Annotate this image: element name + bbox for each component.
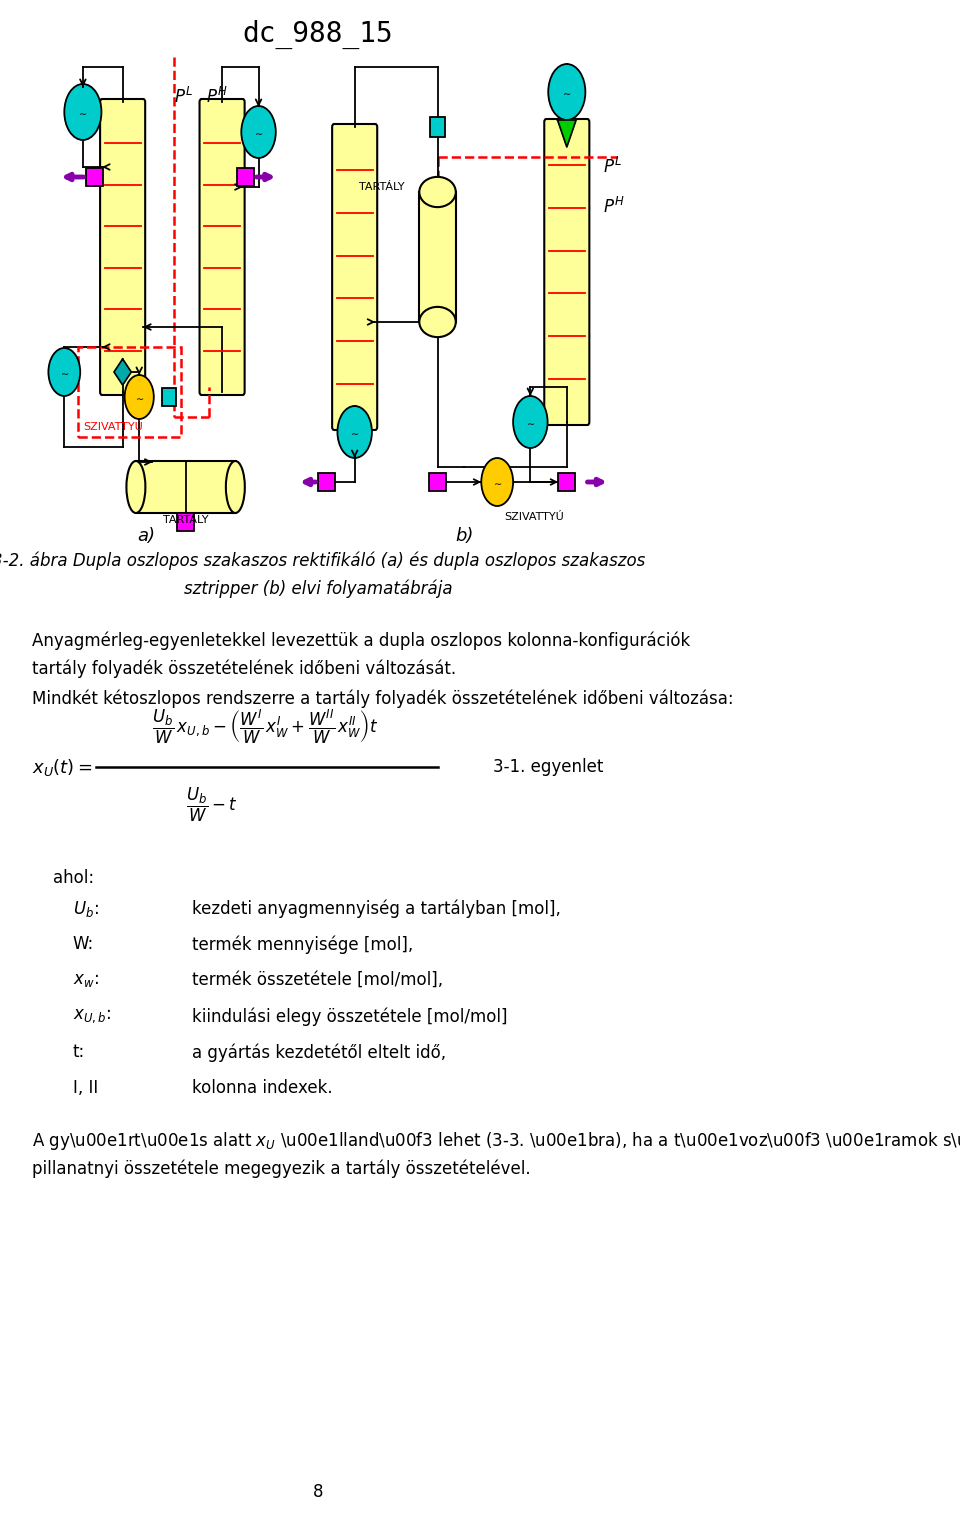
Ellipse shape [226, 461, 245, 513]
Text: ahol:: ahol: [53, 869, 94, 887]
Circle shape [548, 64, 586, 121]
Bar [161, 388, 177, 406]
Text: $P^L$: $P^L$ [603, 157, 622, 177]
Text: TARTÁLY: TARTÁLY [359, 182, 404, 192]
Circle shape [513, 395, 547, 447]
Text: $\sim$: $\sim$ [349, 428, 360, 437]
Text: $\sim$: $\sim$ [525, 417, 536, 428]
FancyBboxPatch shape [100, 99, 145, 395]
Bar [78, 347, 181, 437]
FancyBboxPatch shape [332, 124, 377, 431]
Bar [237, 168, 253, 186]
Text: kiindulási elegy összetétele [mol/mol]: kiindulási elegy összetétele [mol/mol] [192, 1006, 508, 1026]
Ellipse shape [127, 461, 145, 513]
Text: $P^H$: $P^H$ [603, 197, 625, 217]
Text: $x_U(t) =$: $x_U(t) =$ [32, 756, 92, 777]
Text: $\dfrac{U_b}{W} - t$: $\dfrac{U_b}{W} - t$ [186, 786, 238, 825]
Polygon shape [114, 359, 132, 385]
Ellipse shape [420, 177, 456, 208]
Text: W:: W: [73, 935, 94, 953]
Text: $\sim$: $\sim$ [492, 476, 503, 487]
Text: 8: 8 [313, 1483, 324, 1501]
Text: kezdeti anyagmennyiség a tartályban [mol],: kezdeti anyagmennyiség a tartályban [mol… [192, 899, 562, 918]
FancyBboxPatch shape [200, 99, 245, 395]
Ellipse shape [420, 307, 456, 337]
Text: pillanatnyi összetétele megegyezik a tartály összetételével.: pillanatnyi összetétele megegyezik a tar… [32, 1161, 531, 1179]
Text: $U_b$:: $U_b$: [73, 899, 99, 919]
Circle shape [241, 105, 276, 157]
Text: I, II: I, II [73, 1080, 98, 1096]
Text: $\sim$: $\sim$ [253, 127, 264, 137]
Text: termék összetétele [mol/mol],: termék összetétele [mol/mol], [192, 971, 444, 989]
Text: SZIVATTYÚ: SZIVATTYÚ [83, 421, 143, 432]
Bar [318, 473, 335, 492]
Text: dc_988_15: dc_988_15 [243, 20, 394, 49]
Text: $P^H$: $P^H$ [205, 87, 228, 107]
Text: $x_w$:: $x_w$: [73, 971, 99, 989]
Text: a gyártás kezdetétől eltelt idő,: a gyártás kezdetétől eltelt idő, [192, 1043, 446, 1061]
Text: SZIVATTYÚ: SZIVATTYÚ [504, 512, 564, 522]
Text: $x_{U,b}$:: $x_{U,b}$: [73, 1006, 111, 1025]
Bar [420, 192, 456, 322]
Text: tartály folyadék összetételének időbeni változását.: tartály folyadék összetételének időbeni … [32, 660, 456, 678]
Circle shape [64, 84, 102, 140]
Text: $\sim$: $\sim$ [78, 107, 88, 118]
Text: $\sim$: $\sim$ [59, 366, 70, 377]
Polygon shape [558, 121, 576, 147]
Bar [429, 118, 445, 137]
Text: $P^L$: $P^L$ [175, 87, 193, 107]
Text: $\dfrac{U_b}{W}\,x_{U,b} - \left(\dfrac{W^I}{W}\,x_W^I + \dfrac{W^{II}}{W}\,x_W^: $\dfrac{U_b}{W}\,x_{U,b} - \left(\dfrac{… [152, 709, 378, 747]
Text: sztripper (b) elvi folyamatábrája: sztripper (b) elvi folyamatábrája [184, 579, 452, 597]
Circle shape [337, 406, 372, 458]
Circle shape [125, 376, 154, 418]
Text: Anyagmérleg-egyenletekkel levezettük a dupla oszlopos kolonna-konfigurációk: Anyagmérleg-egyenletekkel levezettük a d… [32, 632, 690, 651]
Text: a): a) [137, 527, 155, 545]
Text: 3-1. egyenlet: 3-1. egyenlet [492, 757, 603, 776]
Text: Mindkét kétoszlopos rendszerre a tartály folyadék összetételének időbeni változá: Mindkét kétoszlopos rendszerre a tartály… [32, 689, 733, 707]
Text: termék mennyisége [mol],: termék mennyisége [mol], [192, 935, 414, 953]
Bar [177, 513, 194, 531]
FancyBboxPatch shape [544, 119, 589, 425]
Circle shape [481, 458, 513, 505]
Bar [86, 168, 104, 186]
Bar [429, 473, 446, 492]
Text: b): b) [455, 527, 473, 545]
Text: A gy\u00e1rt\u00e1s alatt $x_U$ \u00e1lland\u00f3 lehet (3-3. \u00e1bra), ha a t: A gy\u00e1rt\u00e1s alatt $x_U$ \u00e1ll… [32, 1130, 960, 1151]
Bar [136, 461, 235, 513]
Text: $\sim$: $\sim$ [133, 392, 145, 402]
Text: t:: t: [73, 1043, 85, 1061]
Text: TARTÁLY: TARTÁLY [163, 515, 208, 525]
Text: 3-2. ábra Dupla oszlopos szakaszos rektifikáló (a) és dupla oszlopos szakaszos: 3-2. ábra Dupla oszlopos szakaszos rekti… [0, 551, 645, 571]
Bar [558, 473, 575, 492]
Text: $\sim$: $\sim$ [562, 87, 572, 98]
Text: kolonna indexek.: kolonna indexek. [192, 1080, 333, 1096]
Circle shape [48, 348, 81, 395]
